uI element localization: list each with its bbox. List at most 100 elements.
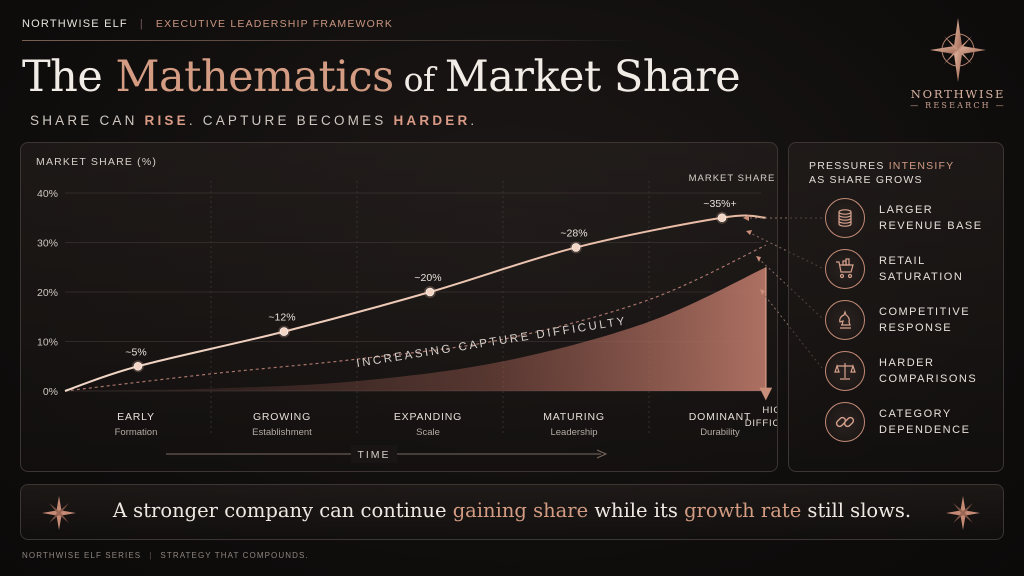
y-axis-label: MARKET SHARE (%) [36, 156, 157, 168]
data-point [425, 287, 435, 297]
header-rule [22, 40, 637, 41]
data-point [133, 361, 143, 371]
pressures-title-part: AS SHARE GROWS [809, 174, 923, 186]
time-arrow-icon [596, 449, 608, 459]
takeaway-text: A stronger company can continue gaining … [21, 499, 1003, 522]
stage-subtitle: Durability [700, 427, 740, 438]
stage-name: EARLY [117, 411, 155, 423]
label-line: COMPARISONS [879, 373, 978, 385]
data-point [717, 213, 727, 223]
stage-name: GROWING [253, 411, 311, 423]
difficulty-line [64, 244, 767, 392]
stage-subtitle: Formation [115, 427, 158, 438]
title-part: Market Share [444, 52, 741, 102]
logo-name: NORTHWISE [910, 87, 1006, 101]
divider: | [139, 18, 144, 30]
title-highlight: Mathematics [115, 52, 395, 102]
label-line: DEPENDENCE [879, 424, 971, 436]
label-line: COMPETITIVE [879, 306, 971, 318]
label-line: RESPONSE [879, 322, 953, 334]
star-ornament-icon [42, 496, 76, 530]
pressure-label: RETAIL SATURATION [879, 253, 989, 285]
pressure-item: HARDER COMPARISONS [825, 351, 989, 391]
chain-link-icon [825, 402, 865, 442]
stage-labels: EARLY Formation GROWING Establishment EXPAND… [115, 411, 751, 438]
label-line: SATURATION [879, 271, 964, 283]
stage-subtitle: Leadership [550, 427, 597, 438]
subtitle-part: . CAPTURE BECOMES [188, 113, 394, 128]
y-tick-label: 20% [37, 287, 58, 299]
page-subtitle: SHARE CAN RISE. CAPTURE BECOMES HARDER. [30, 113, 477, 128]
brand-label: NORTHWISE ELF [22, 18, 128, 30]
subtitle-part: . [470, 113, 478, 128]
subtitle-highlight: RISE [144, 113, 189, 128]
takeaway-highlight: growth rate [684, 499, 802, 522]
chart-grid [65, 181, 761, 435]
takeaway-part: still slows. [801, 499, 912, 522]
top-bar: NORTHWISE ELF | EXECUTIVE LEADERSHIP FRAME… [22, 18, 393, 30]
time-label-bg [351, 445, 397, 463]
footer-divider: | [149, 551, 153, 560]
difficulty-end-label: DIFFICULTY [745, 418, 777, 429]
y-tick-label: 30% [37, 238, 58, 250]
logo-sub-text: RESEARCH [925, 101, 991, 110]
takeaway-banner: A stronger company can continue gaining … [20, 484, 1004, 540]
pressure-item: RETAIL SATURATION [825, 249, 989, 289]
pressure-item: LARGER REVENUE BASE [825, 198, 989, 238]
framework-label: EXECUTIVE LEADERSHIP FRAMEWORK [155, 18, 394, 30]
star-ornament-icon [946, 496, 980, 530]
label-line: HARDER [879, 357, 935, 369]
data-label: ~5% [125, 346, 146, 358]
takeaway-highlight: gaining share [452, 499, 589, 522]
x-axis-label: TIME [357, 449, 390, 461]
subtitle-part: SHARE CAN [30, 113, 145, 128]
data-point [279, 327, 289, 336]
page-title: The Mathematics of Market Share [22, 52, 741, 102]
chart-panel: MARKET SHARE (%) 0% 10% 20% 30% 40% EARLY For… [20, 142, 806, 472]
cart-icon [825, 249, 865, 289]
logo: NORTHWISE — RESEARCH — [908, 12, 1008, 110]
scale-icon [825, 351, 865, 391]
pressure-label: CATEGORY DEPENDENCE [879, 406, 989, 438]
data-label: ~35%+ [703, 198, 736, 210]
pressure-label: COMPETITIVE RESPONSE [879, 304, 989, 336]
title-part: The [22, 52, 116, 102]
y-ticks: 0% 10% 20% 30% 40% [37, 188, 58, 398]
takeaway-part: A stronger company can continue [112, 499, 453, 522]
stage-name: MATURING [543, 411, 605, 423]
chess-knight-icon [825, 300, 865, 340]
data-point [571, 243, 581, 252]
coins-icon [825, 198, 865, 238]
data-label: ~12% [268, 312, 295, 324]
label-line: REVENUE BASE [879, 220, 983, 232]
y-tick-label: 0% [43, 386, 58, 398]
high-label: HIGH [762, 405, 777, 416]
pressures-panel: PRESSURES INTENSIFY AS SHARE GROWS LARGE… [788, 142, 1004, 472]
pressures-title-highlight: INTENSIFY [888, 160, 955, 172]
label-line: CATEGORY [879, 408, 952, 420]
compass-star-icon [930, 18, 986, 82]
series-label: MARKET SHARE [689, 173, 776, 184]
data-label: ~28% [560, 227, 587, 239]
data-points: ~5% ~12% ~20% ~28% ~35%+ [125, 198, 737, 373]
label-line: LARGER [879, 204, 934, 216]
label-line: RETAIL [879, 255, 926, 267]
logo-subtitle: — RESEARCH — [910, 101, 1006, 110]
title-part: of [393, 60, 445, 99]
pressures-title-part: PRESSURES [809, 160, 889, 172]
footer-series: NORTHWISE ELF SERIES [22, 551, 142, 560]
pressure-label: HARDER COMPARISONS [879, 355, 989, 387]
stage-name: EXPANDING [394, 411, 462, 423]
footer-tagline: STRATEGY THAT COMPOUNDS. [160, 551, 309, 560]
pressure-item: CATEGORY DEPENDENCE [825, 402, 989, 442]
stage-name: DOMINANT [689, 411, 751, 423]
stage-subtitle: Establishment [252, 427, 312, 438]
pressure-item: COMPETITIVE RESPONSE [825, 300, 989, 340]
footer: NORTHWISE ELF SERIES | STRATEGY THAT COMPO… [22, 551, 309, 560]
difficulty-area [65, 267, 766, 391]
stage-subtitle: Scale [416, 427, 440, 438]
pressure-label: LARGER REVENUE BASE [879, 202, 989, 234]
y-tick-label: 40% [37, 188, 58, 200]
pressures-title: PRESSURES INTENSIFY AS SHARE GROWS [809, 159, 954, 187]
y-tick-label: 10% [37, 337, 58, 349]
